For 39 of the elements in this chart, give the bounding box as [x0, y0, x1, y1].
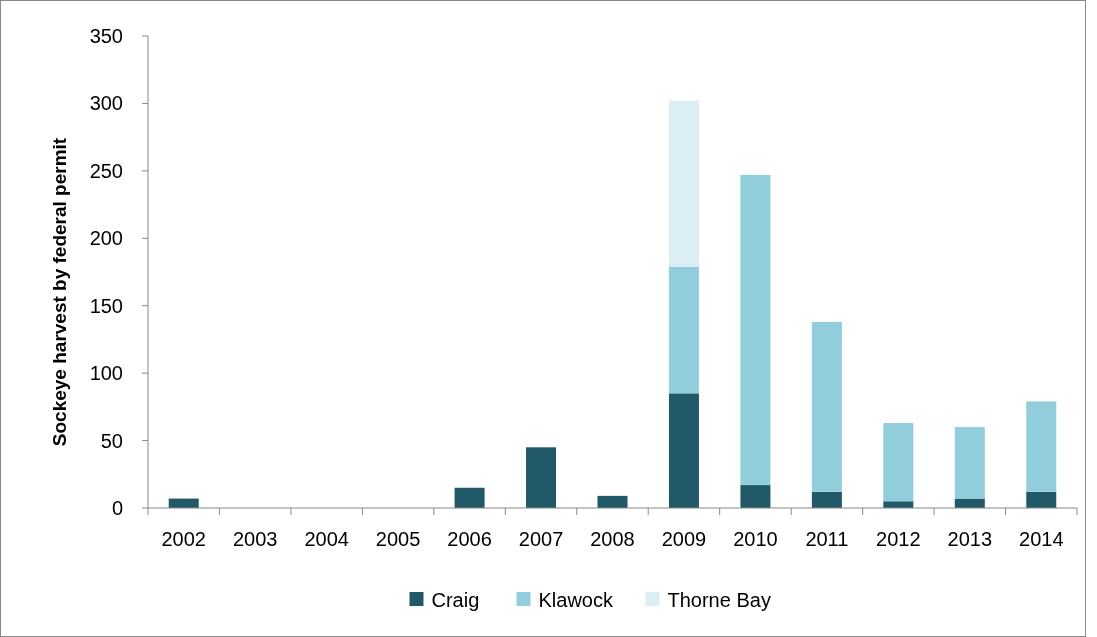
bar [526, 447, 557, 508]
x-tick-label: 2010 [733, 528, 778, 550]
bar [811, 321, 842, 492]
x-tick-label: 2009 [661, 528, 707, 550]
x-tick-label: 2011 [805, 528, 849, 550]
y-tick-label: 0 [111, 497, 123, 519]
legend-label: Thorne Bay [667, 589, 771, 611]
bar [597, 495, 628, 508]
bar [454, 487, 485, 508]
y-tick-label: 200 [89, 227, 123, 250]
y-tick-label: 250 [89, 159, 123, 182]
bar [668, 100, 699, 267]
bar [954, 427, 985, 499]
legend-label: Klawock [538, 589, 614, 611]
x-tick-label: 2014 [1019, 528, 1064, 550]
x-tick-label: 2005 [375, 528, 421, 550]
bar [811, 491, 842, 508]
bar [740, 485, 771, 508]
x-tick-label: 2002 [161, 528, 206, 550]
x-tick-label: 2006 [447, 528, 492, 550]
x-tick-label: 2004 [304, 528, 349, 550]
bar [1026, 491, 1057, 508]
y-tick-label: 50 [100, 429, 123, 452]
x-tick-label: 2013 [947, 528, 993, 550]
bar [883, 423, 914, 502]
bar [740, 174, 771, 486]
x-tick-label: 2008 [590, 528, 635, 550]
legend-label: Craig [431, 589, 480, 611]
y-tick-label: 350 [89, 25, 123, 47]
bar [668, 266, 699, 394]
y-tick-label: 300 [89, 92, 123, 115]
bar [1026, 401, 1057, 492]
y-axis-title: Sockeye harvest by federal permit [49, 137, 70, 447]
y-tick-label: 150 [89, 294, 123, 317]
bar [668, 393, 699, 508]
x-tick-label: 2007 [518, 528, 564, 550]
y-tick-label: 100 [89, 362, 123, 385]
x-tick-label: 2003 [232, 528, 278, 550]
x-tick-label: 2012 [876, 528, 921, 550]
